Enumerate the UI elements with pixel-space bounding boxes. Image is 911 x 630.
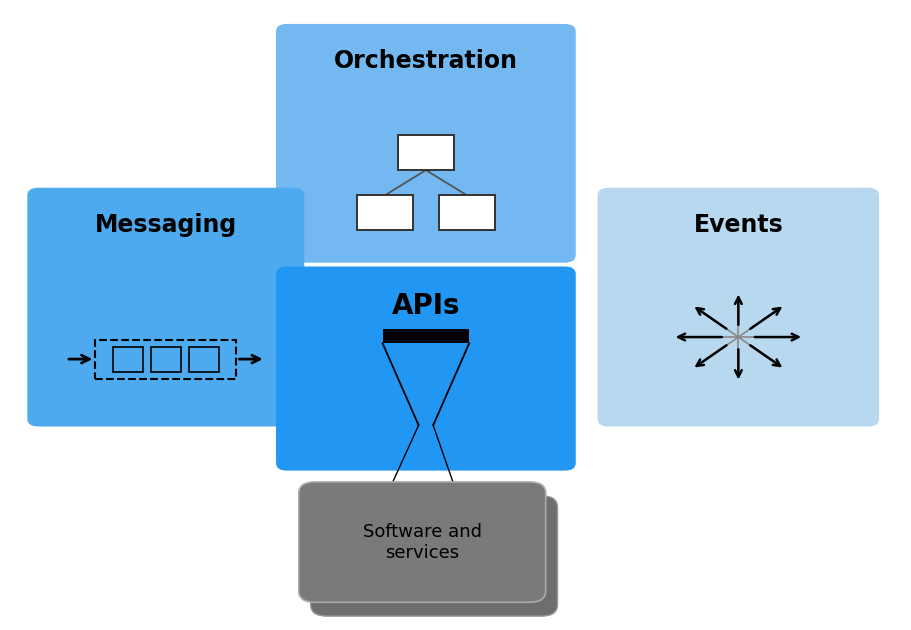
- FancyBboxPatch shape: [276, 24, 576, 263]
- Text: APIs: APIs: [392, 292, 460, 319]
- Text: Orchestration: Orchestration: [334, 49, 517, 73]
- Text: Events: Events: [693, 213, 783, 237]
- Text: Software and
services: Software and services: [363, 523, 482, 561]
- FancyBboxPatch shape: [598, 188, 879, 427]
- FancyBboxPatch shape: [299, 482, 546, 602]
- Bar: [96, 340, 237, 379]
- Bar: [439, 195, 496, 230]
- Bar: [113, 346, 143, 372]
- FancyBboxPatch shape: [27, 188, 304, 427]
- FancyBboxPatch shape: [276, 266, 576, 471]
- Bar: [383, 329, 469, 343]
- Bar: [189, 346, 220, 372]
- Bar: [397, 135, 455, 170]
- FancyBboxPatch shape: [311, 496, 558, 616]
- Bar: [151, 346, 180, 372]
- Bar: [357, 195, 414, 230]
- Text: Messaging: Messaging: [95, 213, 237, 237]
